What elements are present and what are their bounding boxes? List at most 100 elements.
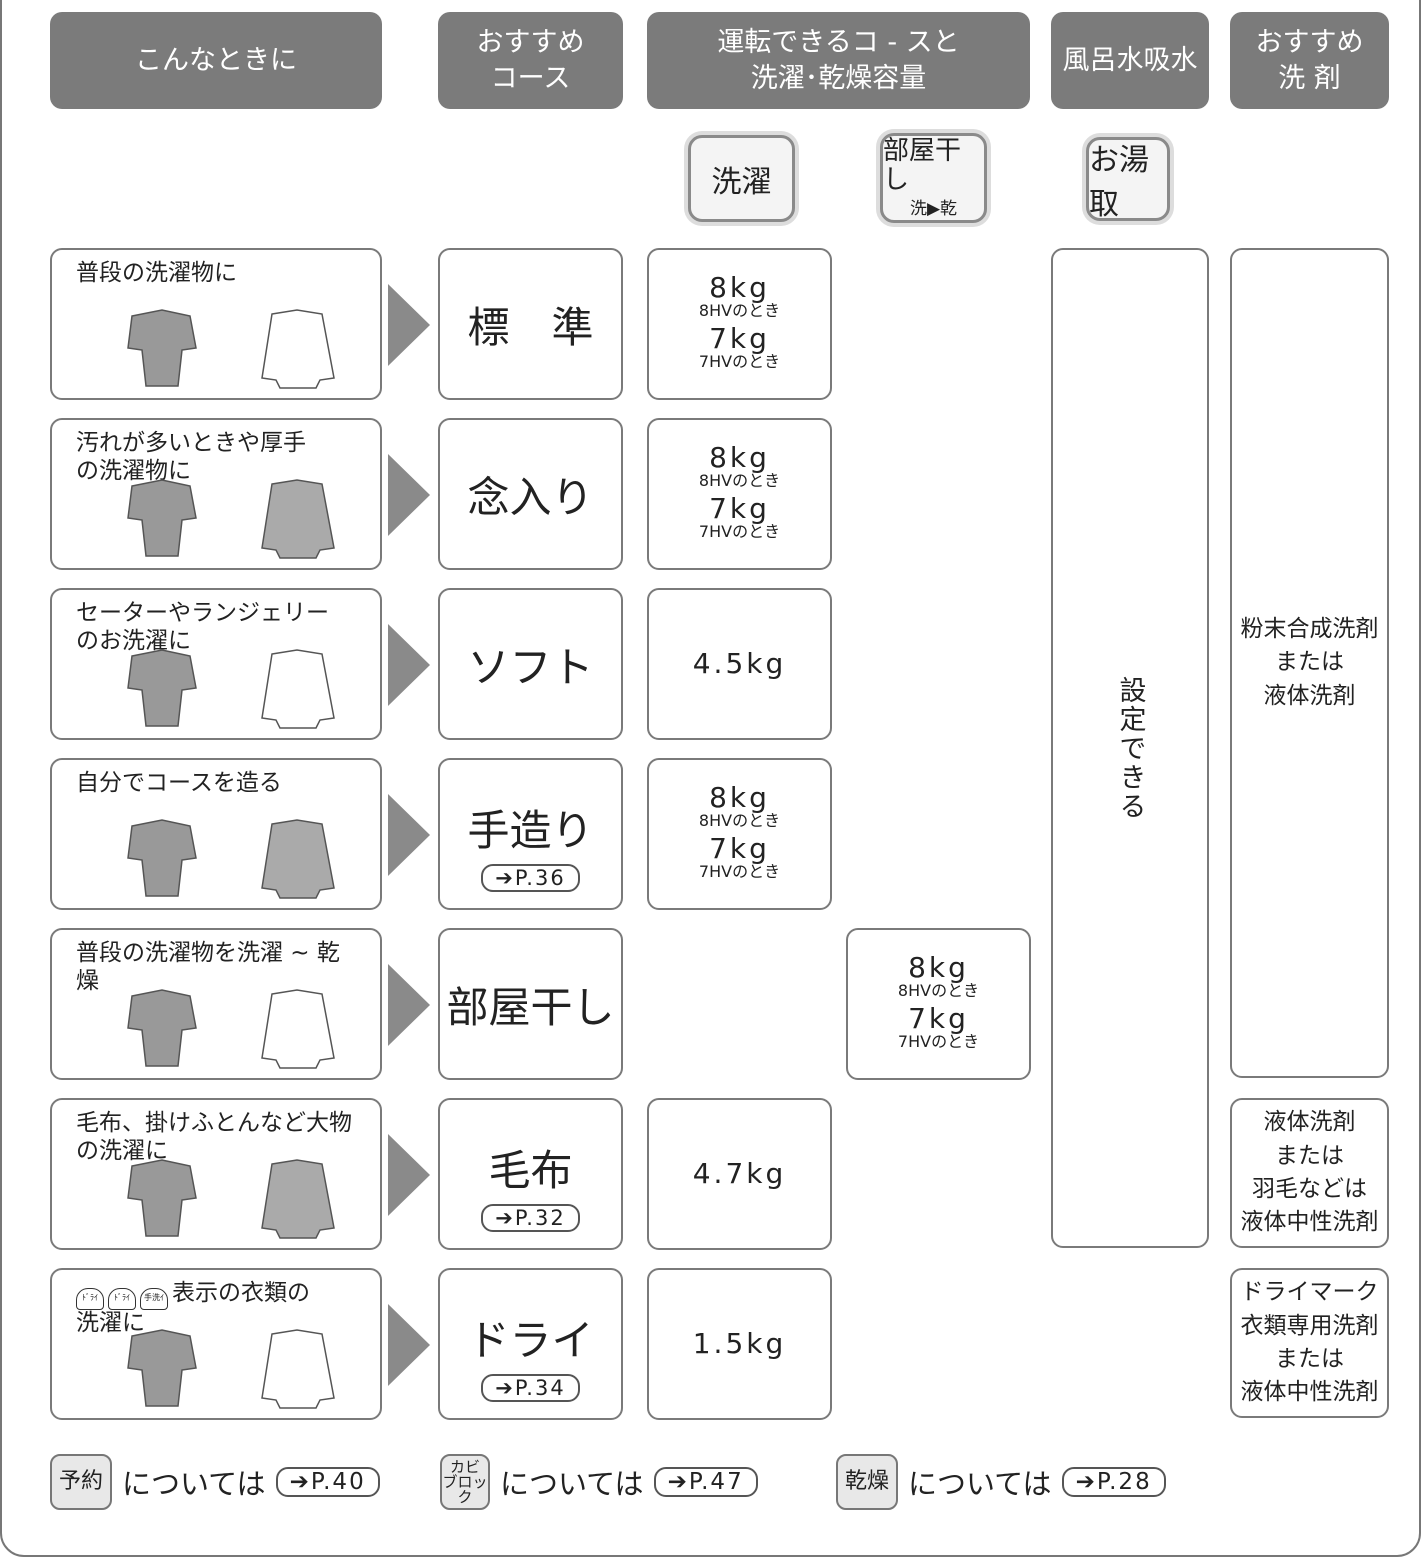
course-name: 部屋干し	[446, 982, 615, 1032]
course-name: 毛布	[488, 1145, 573, 1195]
button-label: 部屋干し	[883, 135, 962, 195]
situation-text: 自分でコースを造る	[76, 770, 282, 796]
mode-button: 部屋干し洗▶乾	[880, 133, 987, 223]
shape	[388, 964, 430, 1046]
course-cell: 部屋干し	[438, 928, 623, 1080]
situation-cell: ﾄﾞﾗｲ ﾄﾞﾗｲ 手洗ｲ 表示の衣類の 洗濯に	[50, 1268, 382, 1420]
illustration	[127, 1159, 335, 1239]
footer-icon: 予約	[50, 1454, 112, 1510]
shape	[388, 454, 430, 536]
footer-text: については	[122, 1467, 266, 1501]
illustration	[388, 1134, 430, 1216]
shape	[261, 819, 335, 899]
page-ref: ➔P.32	[481, 1203, 580, 1232]
capacity-note: 7HVのとき	[897, 1032, 980, 1052]
illustration	[127, 1329, 335, 1409]
detergent-text: ドライマーク 衣類専用洗剤 または 液体中性洗剤	[1240, 1279, 1379, 1406]
capacity-note: 8HVのとき	[698, 811, 781, 831]
illustration	[388, 284, 430, 366]
page-ref: ➔P.40	[275, 1467, 380, 1497]
shape	[261, 989, 335, 1069]
capacity-cell: 8kg 8HVのとき 7kg 7HVのとき	[647, 758, 832, 910]
capacity-amount: 4.5kg	[692, 647, 787, 681]
situation-text: 普段の洗濯物に	[76, 260, 237, 286]
capacity-note: 7HVのとき	[698, 352, 781, 372]
capacity-amount: 7kg	[709, 492, 770, 525]
detergent-text: 粉末合成洗剤 または 液体洗剤	[1240, 615, 1379, 709]
page-ref: ➔P.28	[1061, 1467, 1166, 1497]
illustration	[388, 1304, 430, 1386]
column-header: おすすめ コース	[438, 12, 623, 109]
capacity-note: 7HVのとき	[698, 862, 781, 882]
footer-text: については	[500, 1467, 644, 1501]
detergent-cell: 液体洗剤 または 羽毛などは 液体中性洗剤	[1230, 1098, 1389, 1248]
column-header: こんなときに	[50, 12, 382, 109]
capacity-amount: 8kg	[709, 441, 770, 475]
detergent-cell: ドライマーク 衣類専用洗剤 または 液体中性洗剤	[1230, 1268, 1389, 1418]
shape	[127, 649, 197, 727]
shape	[388, 284, 430, 366]
illustration	[127, 479, 335, 559]
illustration	[127, 819, 335, 899]
footer-text: については	[908, 1467, 1052, 1501]
capacity-amount: 7kg	[709, 832, 770, 865]
capacity-amount: 1.5kg	[692, 1327, 787, 1361]
capacity-amount: 8kg	[709, 271, 770, 305]
situation-text: 毛布、掛けふとんなど大物 の洗濯に	[76, 1110, 352, 1164]
capacity-amount: 8kg	[709, 781, 770, 815]
course-cell: 標 準	[438, 248, 623, 400]
situation-icons: ﾄﾞﾗｲ ﾄﾞﾗｲ 手洗ｲ	[76, 1280, 172, 1310]
button-label: 洗濯	[711, 164, 772, 200]
capacity-amount: 8kg	[908, 951, 969, 985]
course-cell: 手造り ➔P.36	[438, 758, 623, 910]
illustration	[127, 989, 335, 1069]
shape	[261, 1329, 335, 1409]
situation-text: セーターやランジェリー のお洗濯に	[76, 600, 329, 654]
course-name: ソフト	[467, 642, 594, 692]
capacity-cell: 8kg 8HVのとき 7kg 7HVのとき	[846, 928, 1031, 1080]
page-ref: ➔P.47	[653, 1467, 758, 1497]
page-ref: ➔P.34	[481, 1373, 580, 1402]
illustration	[388, 624, 430, 706]
detergent-text: 液体洗剤 または 羽毛などは 液体中性洗剤	[1240, 1109, 1379, 1236]
capacity-cell: 8kg 8HVのとき 7kg 7HVのとき	[647, 418, 832, 570]
footer-item: 乾燥 については ➔P.28	[836, 1452, 1166, 1512]
shape	[127, 1159, 197, 1237]
capacity-note: 7HVのとき	[698, 522, 781, 542]
course-name: ドライ	[467, 1315, 594, 1365]
shape	[388, 624, 430, 706]
shape	[261, 479, 335, 559]
situation-text: 汚れが多いときや厚手 の洗濯物に	[76, 430, 306, 484]
course-name: 手造り	[467, 805, 594, 855]
column-header: おすすめ 洗 剤	[1230, 12, 1389, 109]
mode-button: 洗濯	[688, 135, 795, 222]
footer-item: 予約 については ➔P.40	[50, 1452, 380, 1512]
course-cell: ソフト	[438, 588, 623, 740]
page-ref: ➔P.36	[481, 863, 580, 892]
capacity-amount: 7kg	[908, 1002, 969, 1035]
button-sub: 洗▶乾	[909, 199, 958, 220]
shape	[261, 649, 335, 729]
capacity-cell: 8kg 8HVのとき 7kg 7HVのとき	[647, 248, 832, 400]
shape	[388, 794, 430, 876]
course-cell: 念入り	[438, 418, 623, 570]
course-cell: ドライ ➔P.34	[438, 1268, 623, 1420]
situation-cell: 普段の洗濯物に	[50, 248, 382, 400]
shape	[261, 1159, 335, 1239]
capacity-cell: 4.5kg	[647, 588, 832, 740]
course-name: 念入り	[467, 472, 594, 522]
illustration	[127, 649, 335, 729]
situation-cell: 毛布、掛けふとんなど大物 の洗濯に	[50, 1098, 382, 1250]
illustration	[388, 454, 430, 536]
situation-text: 普段の洗濯物を洗濯 ~ 乾燥	[76, 940, 340, 994]
capacity-note: 8HVのとき	[897, 981, 980, 1001]
course-name: 標 準	[467, 302, 594, 352]
shape	[127, 1329, 197, 1407]
illustration	[127, 309, 335, 389]
shape	[127, 989, 197, 1067]
column-header: 風呂水吸水	[1051, 12, 1209, 109]
shape	[127, 309, 197, 387]
capacity-note: 8HVのとき	[698, 301, 781, 321]
situation-text: 表示の衣類の 洗濯に	[76, 1280, 310, 1336]
care-symbol: ﾄﾞﾗｲ	[108, 1288, 136, 1310]
